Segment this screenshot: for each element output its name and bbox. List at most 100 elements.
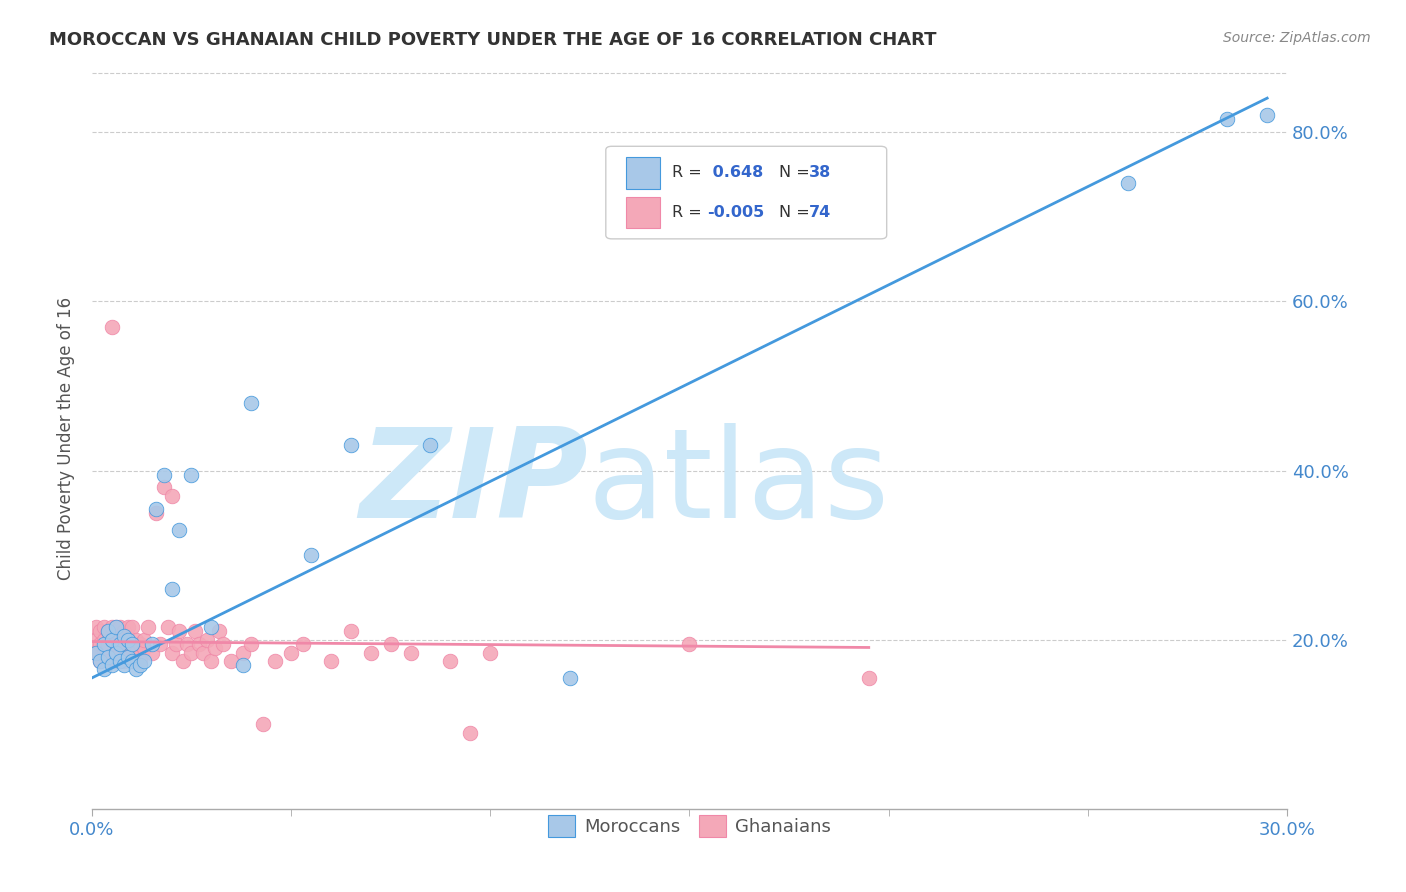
Point: [200, 654, 222, 668]
Point: [299, 548, 322, 562]
Point: [152, 467, 174, 482]
Point: [169, 624, 191, 639]
FancyBboxPatch shape: [626, 196, 659, 227]
Point: [1216, 112, 1239, 127]
Point: [128, 637, 150, 651]
Point: [117, 632, 139, 647]
Text: N =: N =: [779, 204, 815, 219]
Point: [112, 658, 135, 673]
Point: [124, 632, 146, 647]
Point: [117, 646, 139, 660]
Point: [100, 658, 122, 673]
Point: [93, 632, 115, 647]
Text: N =: N =: [779, 166, 815, 180]
Point: [97, 637, 120, 651]
Point: [558, 671, 581, 685]
Point: [240, 396, 263, 410]
Point: [252, 717, 274, 731]
Text: R =: R =: [672, 166, 706, 180]
Point: [104, 646, 127, 660]
Point: [121, 637, 143, 651]
Point: [678, 637, 700, 651]
Point: [184, 624, 207, 639]
Point: [93, 620, 115, 634]
Point: [132, 641, 155, 656]
Point: [419, 438, 441, 452]
Point: [188, 637, 211, 651]
Point: [84, 646, 107, 660]
Point: [84, 632, 107, 647]
Point: [117, 620, 139, 634]
Point: [193, 646, 215, 660]
Point: [240, 637, 263, 651]
Point: [100, 620, 122, 634]
Point: [108, 646, 131, 660]
Point: [104, 620, 127, 634]
Point: [97, 624, 120, 639]
Legend: Moroccans, Ghanaians: Moroccans, Ghanaians: [541, 808, 838, 845]
Text: MOROCCAN VS GHANAIAN CHILD POVERTY UNDER THE AGE OF 16 CORRELATION CHART: MOROCCAN VS GHANAIAN CHILD POVERTY UNDER…: [49, 31, 936, 49]
Point: [93, 646, 115, 660]
Point: [280, 646, 302, 660]
Text: 74: 74: [808, 204, 831, 219]
Point: [84, 646, 107, 660]
Point: [128, 654, 150, 668]
Point: [340, 438, 363, 452]
Point: [108, 632, 131, 647]
Point: [204, 641, 226, 656]
Text: ZIP: ZIP: [359, 423, 588, 544]
Point: [180, 467, 202, 482]
Point: [399, 646, 422, 660]
Point: [132, 654, 155, 668]
Point: [360, 646, 382, 660]
Point: [112, 624, 135, 639]
Point: [197, 632, 219, 647]
Point: [97, 624, 120, 639]
Point: [169, 523, 191, 537]
Point: [121, 620, 143, 634]
Point: [100, 632, 122, 647]
Point: [380, 637, 402, 651]
Point: [121, 654, 143, 668]
Point: [319, 654, 342, 668]
Point: [104, 637, 127, 651]
Point: [145, 501, 167, 516]
Point: [136, 620, 159, 634]
Point: [128, 658, 150, 673]
Point: [84, 620, 107, 634]
Point: [104, 654, 127, 668]
Point: [221, 654, 243, 668]
Text: -0.005: -0.005: [707, 204, 765, 219]
Point: [104, 620, 127, 634]
Point: [97, 649, 120, 664]
Y-axis label: Child Poverty Under the Age of 16: Child Poverty Under the Age of 16: [58, 297, 75, 581]
Point: [232, 658, 254, 673]
Point: [165, 637, 187, 651]
Point: [108, 637, 131, 651]
Text: 38: 38: [808, 166, 831, 180]
Point: [117, 632, 139, 647]
Point: [292, 637, 315, 651]
Point: [176, 637, 198, 651]
Point: [97, 654, 120, 668]
Point: [1116, 176, 1139, 190]
Point: [124, 646, 146, 660]
Point: [156, 620, 179, 634]
Point: [141, 646, 163, 660]
Point: [121, 654, 143, 668]
Text: Source: ZipAtlas.com: Source: ZipAtlas.com: [1223, 31, 1371, 45]
Point: [89, 637, 111, 651]
Point: [89, 654, 111, 668]
Point: [160, 582, 183, 596]
Text: R =: R =: [672, 204, 706, 219]
Point: [208, 624, 231, 639]
Point: [89, 624, 111, 639]
Point: [340, 624, 363, 639]
Point: [108, 620, 131, 634]
Point: [121, 641, 143, 656]
Point: [112, 637, 135, 651]
Point: [1256, 108, 1278, 122]
Point: [93, 663, 115, 677]
Point: [93, 637, 115, 651]
Point: [200, 620, 222, 634]
